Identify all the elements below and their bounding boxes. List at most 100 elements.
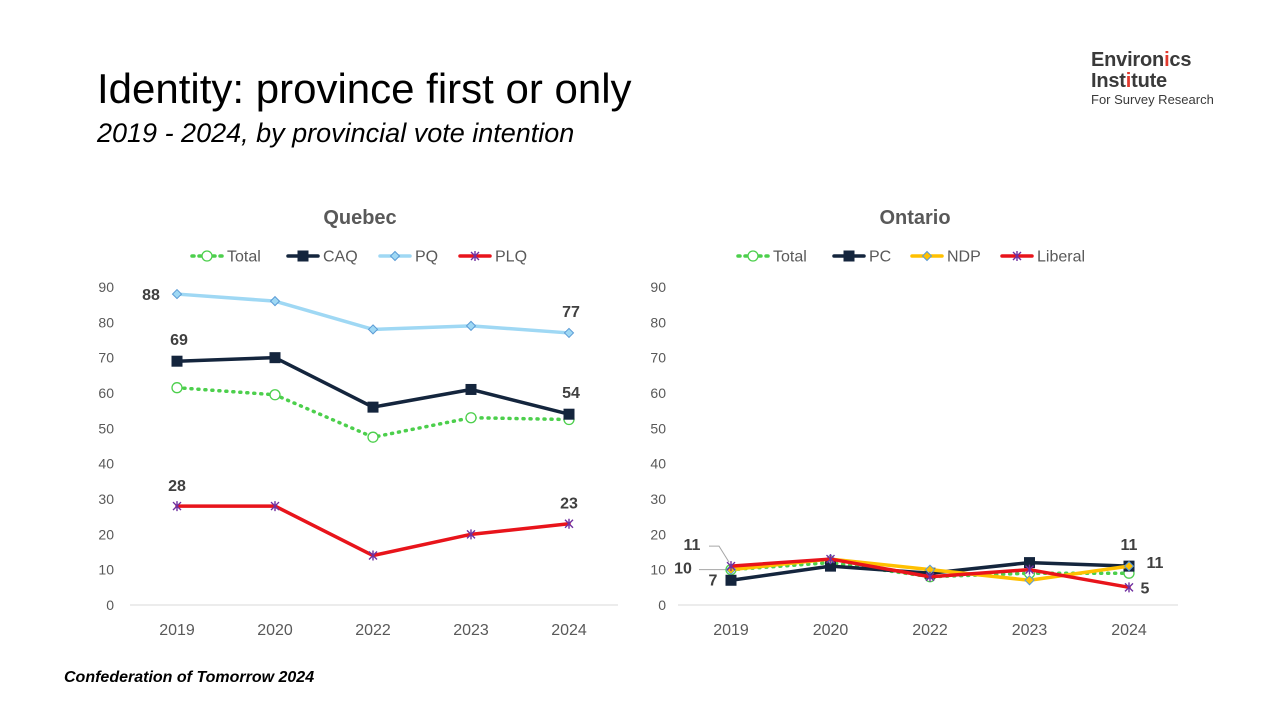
y-tick-label: 30 bbox=[98, 491, 114, 507]
data-labels: 69 54 88 77 28 23 bbox=[142, 287, 580, 513]
legend-label: Total bbox=[773, 249, 807, 266]
data-point bbox=[1024, 575, 1035, 586]
series-caq bbox=[171, 352, 575, 420]
data-label: 5 bbox=[1141, 580, 1150, 597]
y-tick-label: 70 bbox=[98, 350, 114, 366]
data-label: 88 bbox=[142, 287, 160, 304]
data-point bbox=[466, 529, 476, 540]
x-tick-label: 2020 bbox=[257, 622, 293, 639]
data-point bbox=[172, 501, 182, 512]
legend-marker-icon bbox=[1012, 251, 1022, 261]
x-tick-label: 2020 bbox=[813, 622, 849, 639]
y-tick-label: 30 bbox=[650, 491, 666, 507]
data-point bbox=[726, 561, 736, 572]
data-label: 11 bbox=[684, 537, 701, 554]
legend-marker-icon bbox=[297, 250, 309, 262]
y-axis: 0 10 20 30 40 50 60 70 80 90 bbox=[650, 279, 666, 613]
data-point bbox=[269, 389, 281, 401]
y-tick-label: 20 bbox=[98, 526, 114, 542]
series-pq bbox=[171, 288, 575, 339]
data-point bbox=[1123, 560, 1135, 572]
data-label: 77 bbox=[562, 304, 580, 321]
legend-marker-icon bbox=[470, 251, 480, 261]
y-tick-label: 0 bbox=[106, 597, 114, 613]
x-axis: 2019 2020 2022 2023 2024 bbox=[713, 622, 1147, 639]
legend-marker-icon bbox=[843, 250, 855, 262]
y-tick-label: 20 bbox=[650, 526, 666, 542]
data-point bbox=[1025, 564, 1034, 575]
legend-marker-icon bbox=[921, 250, 933, 262]
y-tick-label: 10 bbox=[98, 562, 114, 578]
legend-marker-icon bbox=[201, 250, 213, 262]
x-tick-label: 2022 bbox=[912, 622, 948, 639]
chart-legend: Total PC NDP Liberal bbox=[736, 249, 1085, 266]
data-point bbox=[171, 288, 183, 300]
footer-source: Confederation of Tomorrow 2024 bbox=[64, 669, 315, 686]
data-label: 11 bbox=[1121, 537, 1138, 554]
data-point bbox=[367, 431, 379, 443]
data-point bbox=[367, 324, 379, 335]
series-plq bbox=[172, 501, 574, 561]
y-tick-label: 60 bbox=[650, 385, 666, 401]
x-tick-label: 2019 bbox=[713, 622, 749, 639]
y-axis: 0 10 20 30 40 50 60 70 80 90 bbox=[98, 279, 114, 613]
x-tick-label: 2024 bbox=[1111, 622, 1147, 639]
data-label: 11 bbox=[1147, 555, 1164, 572]
legend-label: PC bbox=[869, 249, 891, 266]
legend-item-liberal: Liberal bbox=[1000, 249, 1085, 266]
data-labels: 10 7 11 11 11 5 bbox=[674, 537, 1163, 597]
data-point bbox=[563, 408, 575, 420]
legend-item-total: Total bbox=[190, 249, 261, 266]
ontario-chart: Ontario Total PC NDP Liberal 0 10 20 30 40 50 60 70 8… bbox=[650, 207, 1178, 639]
chart-legend: Total CAQ PQ PLQ bbox=[190, 249, 527, 266]
data-point bbox=[171, 382, 183, 394]
quebec-chart: Quebec Total CAQ PQ PLQ 0 10 20 30 40 50 60 70 80 90 20… bbox=[98, 207, 618, 639]
y-tick-label: 90 bbox=[650, 279, 666, 295]
logo-line-2: Institute bbox=[1091, 70, 1167, 92]
data-label: 7 bbox=[709, 572, 718, 589]
data-point bbox=[368, 550, 378, 561]
data-point bbox=[465, 412, 477, 424]
data-label: 23 bbox=[560, 496, 578, 513]
data-point bbox=[269, 352, 281, 364]
data-point bbox=[270, 501, 280, 512]
y-tick-label: 10 bbox=[650, 562, 666, 578]
logo-line-3: For Survey Research bbox=[1091, 92, 1214, 107]
data-label: 69 bbox=[170, 332, 188, 349]
data-point bbox=[564, 518, 574, 529]
chart-title: Ontario bbox=[879, 207, 950, 229]
leader-line bbox=[709, 545, 730, 563]
data-point bbox=[465, 383, 477, 395]
chart-title: Quebec bbox=[323, 207, 396, 229]
data-point bbox=[725, 574, 737, 586]
legend-marker-icon bbox=[747, 250, 759, 262]
x-tick-label: 2024 bbox=[551, 622, 587, 639]
y-tick-label: 80 bbox=[650, 314, 666, 330]
data-point bbox=[925, 571, 935, 582]
x-tick-label: 2022 bbox=[355, 622, 391, 639]
y-tick-label: 40 bbox=[98, 456, 114, 472]
logo-line-1: Environics bbox=[1091, 49, 1192, 71]
legend-label: NDP bbox=[947, 249, 981, 266]
y-tick-label: 60 bbox=[98, 385, 114, 401]
environics-logo: Environics Institute For Survey Research bbox=[1091, 50, 1214, 108]
data-point bbox=[269, 295, 281, 307]
legend-item-caq: CAQ bbox=[286, 249, 358, 266]
series-line bbox=[175, 504, 571, 558]
data-point bbox=[826, 554, 835, 565]
legend-item-plq: PLQ bbox=[458, 249, 527, 266]
legend-item-total: Total bbox=[736, 249, 807, 266]
legend-item-pq: PQ bbox=[378, 249, 438, 266]
legend-marker-icon bbox=[389, 250, 401, 262]
x-tick-label: 2019 bbox=[159, 622, 195, 639]
page-subtitle: 2019 - 2024, by provincial vote intentio… bbox=[97, 118, 575, 148]
legend-label: PQ bbox=[415, 249, 438, 266]
data-label: 10 bbox=[674, 561, 692, 578]
data-point bbox=[465, 320, 477, 332]
series-liberal bbox=[726, 554, 1134, 593]
y-tick-label: 50 bbox=[650, 420, 666, 436]
legend-label: Liberal bbox=[1037, 249, 1085, 266]
legend-label: CAQ bbox=[323, 249, 358, 266]
data-point bbox=[1124, 582, 1134, 593]
legend-label: PLQ bbox=[495, 249, 527, 266]
